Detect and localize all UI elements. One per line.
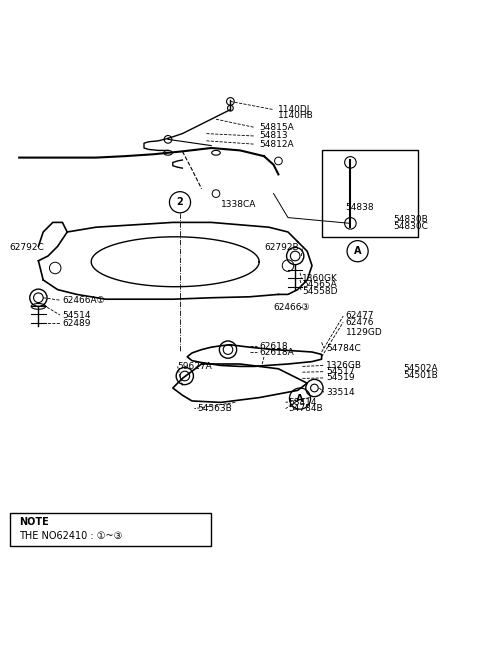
- Text: A: A: [354, 246, 361, 256]
- Text: 62618: 62618: [259, 342, 288, 351]
- Text: 62792C: 62792C: [10, 243, 44, 252]
- Text: 54830B: 54830B: [394, 216, 428, 224]
- Text: 62466③: 62466③: [274, 303, 310, 312]
- Text: 54813: 54813: [259, 131, 288, 140]
- Text: 1129GD: 1129GD: [346, 328, 383, 337]
- Text: NOTE: NOTE: [19, 517, 49, 527]
- Text: 54501B: 54501B: [403, 371, 438, 380]
- Text: 1140HB: 1140HB: [278, 112, 314, 120]
- Text: 54784B: 54784B: [288, 404, 323, 413]
- Text: 1338CA: 1338CA: [221, 200, 256, 209]
- Text: THE NO62410 : ①~③: THE NO62410 : ①~③: [19, 531, 122, 541]
- Text: 54784C: 54784C: [326, 344, 361, 353]
- Text: 62489: 62489: [62, 319, 91, 328]
- Text: 62466A①: 62466A①: [62, 296, 105, 304]
- Text: 54838: 54838: [346, 203, 374, 213]
- Text: 33514: 33514: [326, 388, 355, 397]
- Text: 54565A: 54565A: [302, 280, 337, 289]
- Text: 59627A: 59627A: [178, 362, 212, 371]
- Text: 54514: 54514: [62, 310, 91, 319]
- Text: 54558D: 54558D: [302, 287, 338, 296]
- Text: 62792B: 62792B: [264, 243, 299, 252]
- Bar: [322, 150, 418, 237]
- Text: 54502A: 54502A: [403, 364, 438, 373]
- Text: 62476: 62476: [346, 318, 374, 327]
- Text: 62477: 62477: [346, 312, 374, 321]
- Text: 54812A: 54812A: [259, 140, 294, 149]
- Text: 58414: 58414: [288, 398, 316, 407]
- Text: 1140DJ: 1140DJ: [278, 105, 311, 114]
- Text: 54517: 54517: [326, 367, 355, 376]
- Text: 54830C: 54830C: [394, 222, 429, 231]
- Text: 54815A: 54815A: [259, 123, 294, 132]
- Text: 62618A: 62618A: [259, 348, 294, 357]
- Text: 2: 2: [177, 197, 183, 207]
- Text: 54563B: 54563B: [197, 404, 231, 413]
- Text: 1360GK: 1360GK: [302, 274, 338, 283]
- Text: 54519: 54519: [326, 373, 355, 382]
- Text: 1326GB: 1326GB: [326, 361, 362, 370]
- Text: A: A: [296, 394, 304, 403]
